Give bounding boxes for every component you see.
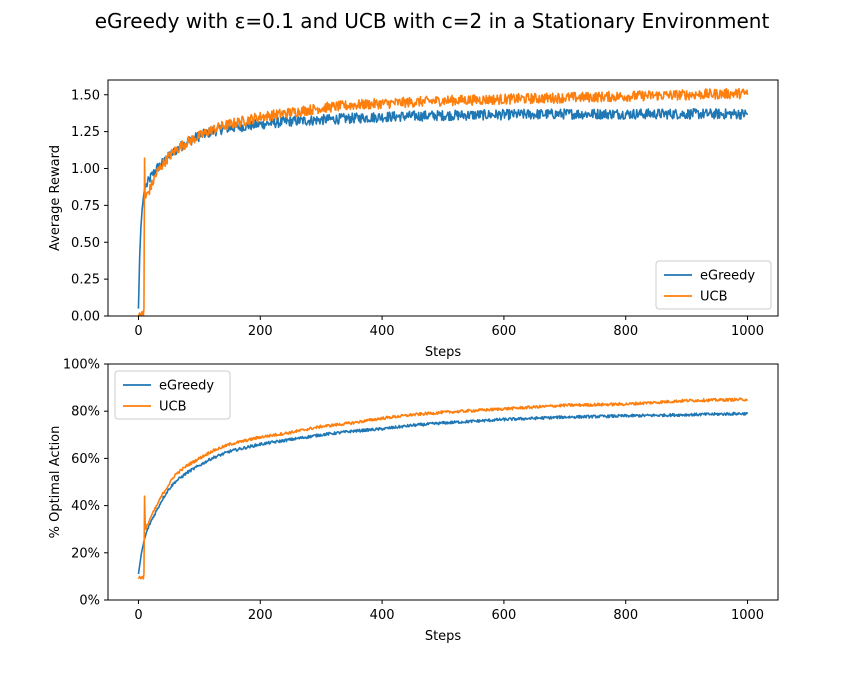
optimal-x-tick-label: 200 xyxy=(248,608,273,623)
optimal-y-tick-label: 100% xyxy=(63,358,100,373)
figure-title: eGreedy with ε=0.1 and UCB with c=2 in a… xyxy=(95,9,770,33)
optimal-action-chart: 0 200 400 600 800 1000 0% 20% 40% 60% 80% 100% Steps… xyxy=(48,358,779,644)
reward-series-egreedy-line xyxy=(137,107,749,309)
reward-legend: eGreedy UCB xyxy=(655,260,772,310)
optimal-y-tick-label: 0% xyxy=(79,594,100,609)
optimal-series-egreedy-line xyxy=(137,411,749,575)
reward-legend-label-ucb: UCB xyxy=(700,290,728,305)
reward-y-tick-label: 0.75 xyxy=(71,199,100,214)
optimal-y-tick-label: 80% xyxy=(71,405,100,420)
reward-y-tick-label: 1.00 xyxy=(71,162,100,177)
reward-x-tick-label: 800 xyxy=(613,324,638,339)
reward-y-tick-label: 0.25 xyxy=(71,273,100,288)
optimal-x-tick-label: 0 xyxy=(134,608,142,623)
optimal-x-axis-label: Steps xyxy=(425,629,462,644)
reward-x-tick-label: 400 xyxy=(370,324,395,339)
reward-x-tick-label: 1000 xyxy=(731,324,764,339)
optimal-legend-box xyxy=(114,370,231,420)
reward-y-tick-label: 0.00 xyxy=(71,310,100,325)
optimal-legend-label-egreedy: eGreedy xyxy=(159,379,214,394)
optimal-x-tick-label: 1000 xyxy=(731,608,764,623)
optimal-x-tick-label: 600 xyxy=(491,608,516,623)
optimal-series-ucb-line xyxy=(137,397,749,580)
optimal-legend: eGreedy UCB xyxy=(114,370,231,420)
reward-legend-box xyxy=(655,260,772,310)
reward-series-ucb-line xyxy=(137,87,749,316)
reward-x-tick-label: 200 xyxy=(248,324,273,339)
reward-axes-frame xyxy=(107,79,779,317)
reward-x-tick-label: 0 xyxy=(134,324,142,339)
reward-y-axis-label: Average Reward xyxy=(48,145,63,251)
optimal-axes-frame xyxy=(107,363,779,601)
reward-chart: 0 200 400 600 800 1000 0.00 0.25 0.50 0.75 1.00 1.2… xyxy=(48,79,779,360)
optimal-y-tick-label: 60% xyxy=(71,452,100,467)
reward-y-tick-label: 0.50 xyxy=(71,236,100,251)
optimal-legend-label-ucb: UCB xyxy=(159,400,187,415)
optimal-y-tick-label: 40% xyxy=(71,499,100,514)
optimal-x-tick-label: 400 xyxy=(370,608,395,623)
reward-x-axis-label: Steps xyxy=(425,345,462,360)
optimal-y-axis-label: % Optimal Action xyxy=(48,426,63,539)
reward-legend-label-egreedy: eGreedy xyxy=(700,269,755,284)
reward-x-tick-label: 600 xyxy=(491,324,516,339)
optimal-x-tick-label: 800 xyxy=(613,608,638,623)
optimal-y-tick-label: 20% xyxy=(71,546,100,561)
reward-y-tick-label: 1.50 xyxy=(71,88,100,103)
reward-y-tick-label: 1.25 xyxy=(71,125,100,140)
